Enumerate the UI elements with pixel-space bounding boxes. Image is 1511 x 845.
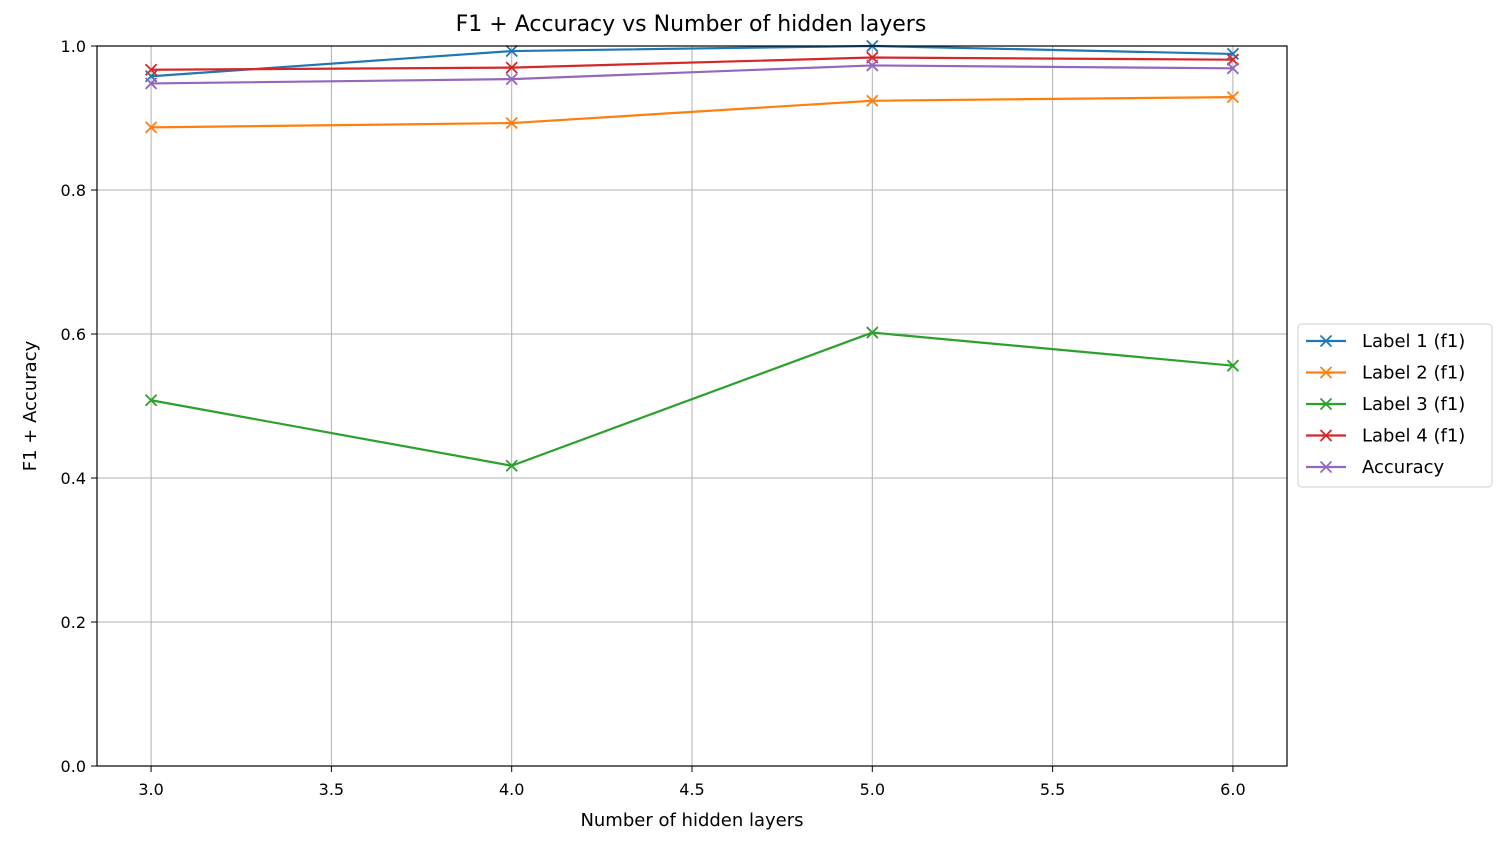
y-tick-label: 0.8 <box>61 181 86 200</box>
y-tick-label: 0.0 <box>61 757 86 776</box>
legend-item-label-3-f1: Label 3 (f1) <box>1306 394 1465 415</box>
series-label-2-f1-point <box>866 94 879 107</box>
chart-title: F1 + Accuracy vs Number of hidden layers <box>456 12 927 37</box>
x-tick-label: 5.5 <box>1040 780 1065 799</box>
legend-label: Accuracy <box>1362 457 1445 478</box>
y-tick-label: 0.6 <box>61 325 86 344</box>
series-accuracy-point <box>1226 62 1240 75</box>
series-label-2-f1 <box>144 90 1240 134</box>
series-label-2-f1-point <box>144 121 158 134</box>
series-label-4-f1-line <box>149 56 1235 71</box>
legend-label: Label 2 (f1) <box>1362 363 1465 384</box>
legend-marker-swatch <box>1319 366 1333 379</box>
series-label-1-f1-point <box>1226 47 1240 61</box>
series-label-1-f1-line <box>149 44 1235 78</box>
x-tick-label: 4.0 <box>499 780 524 799</box>
x-tick-label: 4.5 <box>679 780 704 799</box>
legend: Label 1 (f1) Label 2 (f1) Label 3 (f1) Labe… <box>1297 323 1493 488</box>
series-label-3-f1 <box>144 326 1240 472</box>
legend-label: Label 4 (f1) <box>1362 426 1465 447</box>
series-label-3-f1-point <box>866 326 879 339</box>
x-tick-label: 3.5 <box>319 780 344 799</box>
series-label-3-f1-point <box>505 459 518 472</box>
series-label-1-f1-point <box>505 44 518 58</box>
series-accuracy-line <box>149 64 1235 85</box>
legend-item-label-4-f1: Label 4 (f1) <box>1306 426 1465 447</box>
x-tick-label: 6.0 <box>1220 780 1245 799</box>
x-axis-label: Number of hidden layers <box>580 810 803 831</box>
legend-marker-swatch <box>1319 334 1333 348</box>
legend-item-accuracy: Accuracy <box>1306 457 1445 478</box>
series-label-2-f1-point <box>505 116 518 130</box>
series-accuracy <box>144 59 1240 90</box>
series-accuracy-point <box>144 77 158 90</box>
legend-marker-swatch <box>1319 429 1333 442</box>
y-axis-label: F1 + Accuracy <box>20 340 41 471</box>
legend-label: Label 1 (f1) <box>1362 331 1465 352</box>
y-tick-label: 0.4 <box>61 469 86 488</box>
series-label-4-f1-point <box>505 61 518 74</box>
x-tick-label: 3.0 <box>138 780 163 799</box>
series-accuracy-point <box>505 72 518 86</box>
legend-box <box>1297 323 1493 488</box>
legend-item-label-1-f1: Label 1 (f1) <box>1306 331 1465 352</box>
series-lines <box>144 39 1240 472</box>
legend-item-label-2-f1: Label 2 (f1) <box>1306 363 1465 384</box>
y-tick-label: 0.2 <box>61 613 86 632</box>
axis-ticks: 3.0 3.5 4.0 4.5 5.0 5.5 6.0 0.0 0.2 0.4 0.6 0.8 1.0 <box>61 37 1246 799</box>
series-label-4-f1-point <box>144 63 158 76</box>
series-label-3-f1-point <box>144 394 158 407</box>
x-tick-label: 5.0 <box>860 780 885 799</box>
y-tick-label: 1.0 <box>61 37 86 56</box>
legend-marker-swatch <box>1319 460 1333 474</box>
legend-label: Label 3 (f1) <box>1362 394 1465 415</box>
series-accuracy-point <box>866 59 879 72</box>
legend-marker-swatch <box>1319 397 1333 411</box>
series-label-2-f1-point <box>1226 90 1240 104</box>
series-label-4-f1-point <box>1226 53 1240 66</box>
series-label-3-f1-line <box>149 331 1235 467</box>
series-label-2-f1-line <box>149 96 1235 129</box>
series-label-4-f1 <box>144 51 1240 76</box>
series-label-3-f1-point <box>1226 359 1240 372</box>
